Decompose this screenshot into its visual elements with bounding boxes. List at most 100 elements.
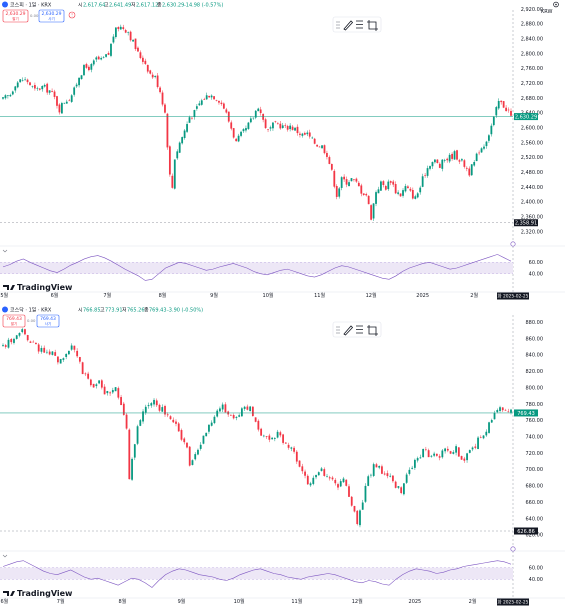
candle-body — [429, 166, 431, 169]
lines-icon[interactable] — [356, 325, 363, 334]
candle-body — [411, 189, 414, 199]
candle-body — [375, 464, 378, 468]
date-tag-bg — [497, 292, 529, 300]
price-axis-tick: 860.00 — [526, 336, 544, 342]
crop-icon[interactable] — [367, 20, 378, 31]
candle-body — [372, 464, 375, 476]
candle-body — [304, 471, 306, 476]
candle-body — [355, 178, 358, 182]
close-label: 종 — [157, 3, 162, 9]
candle-body — [9, 95, 12, 97]
candle-body — [29, 82, 31, 86]
symbol-title[interactable]: 코스피 · 1일 · KRX — [10, 2, 52, 9]
candle-body — [446, 448, 449, 451]
price-axis-tick: 2,400.00 — [521, 200, 543, 206]
spread-value: 0.00 — [30, 13, 39, 18]
candle-body — [286, 126, 289, 130]
close-label: 종 — [144, 308, 149, 314]
sell-label: 팔기 — [11, 321, 17, 326]
lines-icon[interactable] — [356, 20, 363, 29]
low-price-tag-bg — [514, 219, 538, 227]
candle-body — [348, 486, 350, 497]
candle-body — [402, 190, 404, 196]
price-axis-tick: 2,680.00 — [521, 96, 543, 102]
price-axis-tick: 840.00 — [526, 353, 544, 359]
candle-body — [21, 329, 24, 333]
kosdaq-panel[interactable]: 코스닥 · 1일 · KRX 시 766.85 고 773.91 저 765.2… — [0, 306, 565, 606]
symbol-title[interactable]: 코스닥 · 1일 · KRX — [10, 307, 52, 314]
open-label: 시 — [78, 308, 83, 314]
candle-body — [92, 383, 95, 388]
candle-body — [200, 100, 203, 105]
candle-body — [235, 416, 238, 418]
kospi-panel[interactable]: 코스피 · 1일 · KRX 시 2,617.64 고 2,641.49 저 2… — [0, 1, 565, 300]
candle-body — [453, 151, 456, 160]
sell-button[interactable]: 769.43 팔기 — [2, 314, 26, 328]
candle-body — [70, 345, 73, 350]
candle-body — [348, 182, 350, 186]
time-axis-tick: 6월 — [51, 292, 59, 299]
buy-button[interactable]: 2,630.29 사기 — [38, 9, 65, 23]
alert-icon[interactable]: ! — [68, 11, 76, 19]
collapse-chevron-icon[interactable] — [2, 249, 8, 253]
candle-body — [13, 338, 15, 343]
collapse-chevron-icon[interactable] — [2, 554, 8, 558]
candle-body — [282, 434, 284, 443]
candle-body — [287, 444, 290, 448]
time-axis-tick: 2025 — [416, 293, 429, 299]
candle-body — [466, 453, 468, 461]
candle-body — [58, 104, 61, 113]
candle-body — [100, 58, 103, 60]
candle-body — [505, 107, 507, 111]
candle-body — [247, 122, 250, 129]
candle-body — [124, 30, 127, 33]
candle-body — [419, 457, 422, 459]
last-price-tag: 2,630.29 — [515, 114, 537, 120]
high-label: 고 — [104, 3, 109, 9]
candle-body — [380, 181, 382, 191]
candle-body — [404, 186, 407, 192]
candle-body — [321, 145, 323, 149]
candle-body — [249, 118, 252, 123]
candle-body — [320, 468, 323, 471]
buy-price: 769.43 — [40, 316, 56, 322]
candle-body — [102, 57, 105, 58]
crop-icon[interactable] — [367, 325, 378, 336]
candle-body — [313, 138, 316, 144]
buy-button[interactable]: 769.43 사기 — [36, 314, 60, 328]
candle-body — [501, 407, 504, 411]
drag-handle-icon[interactable] — [336, 21, 340, 29]
candle-body — [482, 435, 485, 439]
sell-button[interactable]: 2,630.29 팔기 — [2, 9, 29, 23]
high-label: 고 — [100, 308, 105, 314]
candle-body — [421, 176, 424, 187]
candle-body — [225, 109, 228, 113]
candle-body — [312, 477, 315, 484]
candle-body — [7, 95, 9, 96]
time-axis-tick: 6월 — [0, 598, 8, 605]
candle-body — [276, 122, 279, 124]
drag-handle-icon[interactable] — [336, 326, 340, 334]
candle-body — [500, 100, 503, 103]
candle-body — [490, 420, 493, 423]
candle-body — [219, 408, 221, 412]
candle-body — [203, 99, 206, 100]
candle-body — [46, 351, 48, 353]
candle-body — [448, 154, 451, 162]
candle-body — [387, 181, 390, 190]
candle-body — [262, 435, 265, 437]
pencil-icon[interactable] — [343, 325, 354, 336]
pencil-icon[interactable] — [343, 20, 354, 31]
candle-body — [350, 178, 353, 182]
settings-gear-icon[interactable] — [553, 1, 559, 8]
date-tag: 화 2025-02-25 — [498, 294, 529, 300]
candle-body — [316, 144, 319, 147]
candle-body — [392, 181, 395, 185]
buy-label: 사기 — [48, 16, 54, 21]
rsi-axis-tick: 60.00 — [529, 565, 543, 571]
candle-body — [154, 75, 157, 77]
candle-body — [193, 110, 196, 118]
candle-body — [32, 341, 35, 343]
candle-body — [334, 479, 337, 484]
